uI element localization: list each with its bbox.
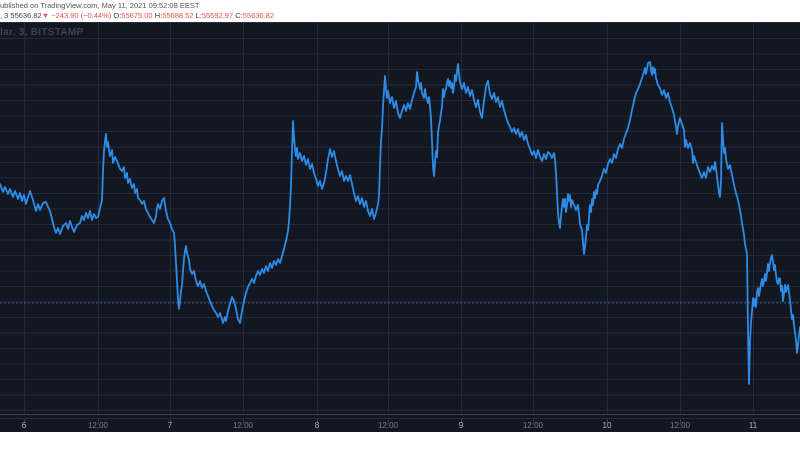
time-axis-label: 11: [748, 421, 758, 430]
time-axis-label: 7: [167, 421, 173, 430]
time-axis-label: 8: [314, 421, 320, 430]
chart-svg: [0, 23, 800, 423]
change-text: ▼ −243.90 (−0.44%): [41, 10, 112, 20]
price-line: [0, 61, 800, 385]
time-axis-label: 12:00: [522, 421, 544, 430]
close-value: 55636.82: [242, 10, 275, 20]
time-axis-label: 6: [21, 421, 27, 430]
time-axis-label: 9: [458, 421, 464, 430]
bottom-margin: [0, 432, 800, 450]
published-timestamp: ublished on TradingView.com, May 11, 202…: [0, 1, 200, 10]
time-axis-label: 12:00: [377, 421, 399, 430]
high-value: 55688.52: [162, 10, 194, 20]
low-value: 55592.97: [201, 10, 234, 20]
time-axis[interactable]: 6 12:00 7 12:00 8 12:00 9 12:00 10 12:00 11: [0, 419, 800, 433]
time-axis-label: 12:00: [669, 421, 691, 430]
high-label: H:: [154, 10, 163, 20]
ohlc-readout: , 3 55636.82▼ −243.90 (−0.44%) O:55675.0…: [0, 11, 274, 20]
open-value: 55675.00: [121, 10, 153, 20]
chart-plot-area[interactable]: lar, 3, BITSTAMP 6 12:00 7 12:00 8 12:00 9 12:0…: [0, 22, 800, 432]
symbol-watermark: lar, 3, BITSTAMP: [0, 27, 84, 38]
time-axis-label: 12:00: [87, 421, 109, 430]
time-axis-label: 12:00: [232, 421, 254, 430]
low-label: L:: [195, 10, 202, 20]
close-label: C:: [235, 10, 243, 20]
symbol-price-text: , 3 55636.82: [0, 10, 42, 20]
open-label: O:: [113, 10, 122, 20]
snapshot-header: ublished on TradingView.com, May 11, 202…: [0, 0, 800, 22]
time-axis-label: 10: [602, 421, 612, 430]
